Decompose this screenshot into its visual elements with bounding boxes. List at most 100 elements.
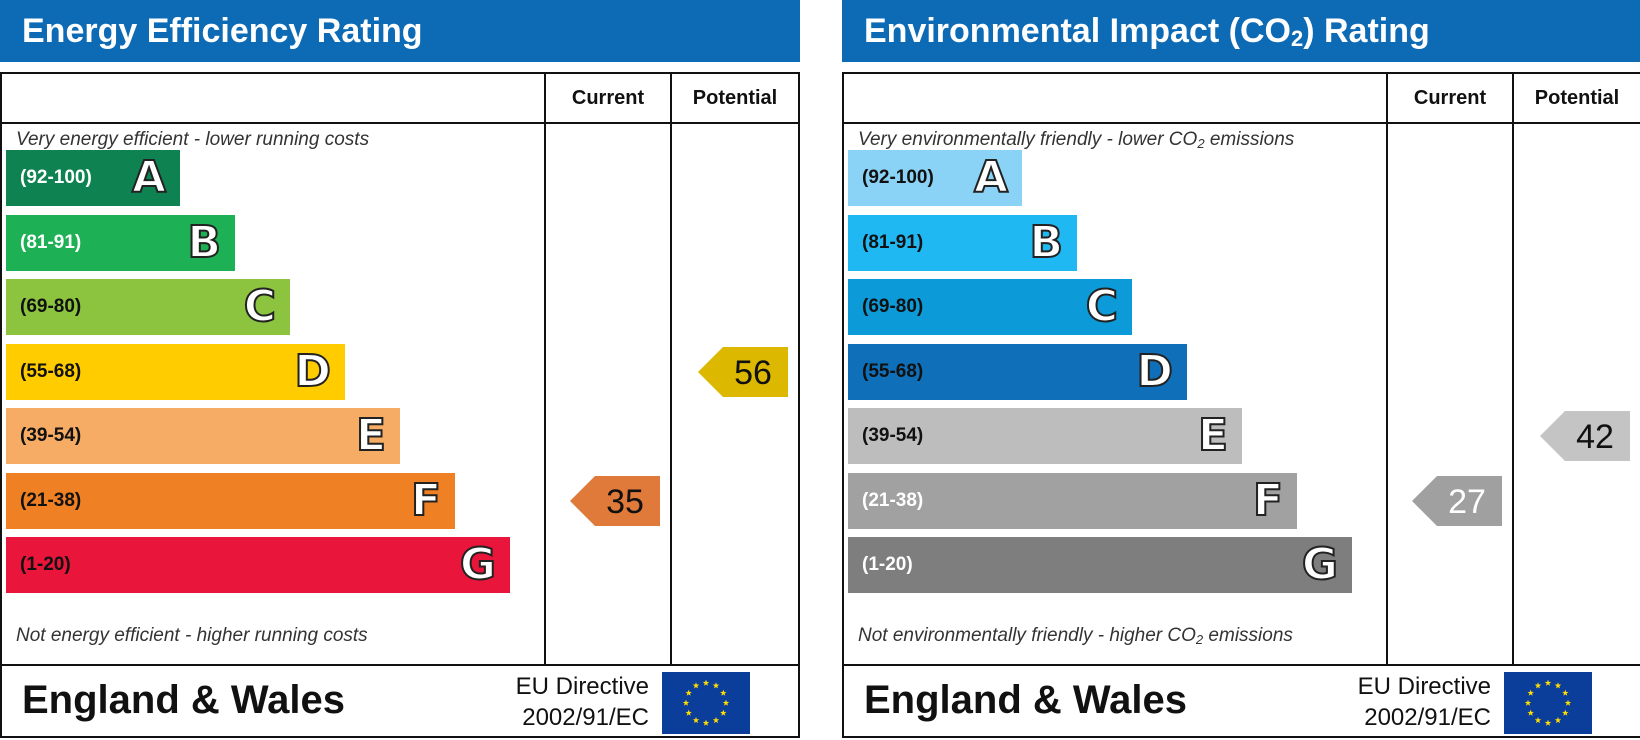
eu-directive: EU Directive 2002/91/EC xyxy=(499,671,649,733)
energy-efficiency-frame: Current Potential Very energy efficient … xyxy=(0,72,800,738)
band-a: (92-100) A xyxy=(848,150,1022,206)
star-icon xyxy=(702,679,710,686)
eu-directive-line2: 2002/91/EC xyxy=(1364,704,1491,731)
band-c: (69-80) C xyxy=(6,279,290,335)
star-icon xyxy=(692,682,700,689)
footer-divider xyxy=(2,664,798,666)
potential-arrow-shape xyxy=(1540,411,1630,461)
current-rating-arrow: 35 xyxy=(570,475,660,526)
band-d: (55-68) D xyxy=(6,343,345,400)
eu-directive-line1: EU Directive xyxy=(1357,673,1491,700)
potential-rating-value: 56 xyxy=(734,354,772,392)
band-range-label: (55-68) xyxy=(862,360,924,382)
star-icon xyxy=(1527,689,1534,696)
band-letter: B xyxy=(186,216,222,269)
band-letter: B xyxy=(1028,216,1064,269)
footer-region: England & Wales xyxy=(864,678,1188,722)
star-icon xyxy=(712,682,720,689)
band-b: (81-91) B xyxy=(848,214,1077,271)
potential-column-header: Potential xyxy=(1534,87,1620,109)
band-range-label: (92-100) xyxy=(20,167,92,188)
band-c: (69-80) C xyxy=(848,279,1132,335)
potential-rating-arrow: 56 xyxy=(698,346,788,397)
eu-flag-icon xyxy=(662,672,750,734)
band-e: (39-54) E xyxy=(848,408,1242,464)
header-divider xyxy=(2,122,798,124)
environmental-impact-frame: Current Potential Very environmentally f… xyxy=(842,72,1640,738)
band-range-label: (21-38) xyxy=(862,489,924,511)
current-arrow-shape xyxy=(570,475,660,526)
star-icon xyxy=(1524,699,1532,706)
top-caption: Very environmentally friendly - lower CO… xyxy=(858,129,1294,151)
current-rating-value: 27 xyxy=(1448,483,1486,521)
band-letter: F xyxy=(410,474,442,527)
bottom-caption-part-1: Not environmentally friendly - higher CO xyxy=(858,625,1196,646)
band-letter: E xyxy=(355,409,387,462)
current-column-divider xyxy=(544,74,546,666)
top-caption: Very energy efficient - lower running co… xyxy=(16,129,370,150)
star-icon xyxy=(1562,709,1569,716)
header-divider xyxy=(844,122,1640,124)
bottom-caption-part-3: emissions xyxy=(1203,625,1293,646)
band-range-label: (81-91) xyxy=(862,231,924,253)
potential-rating-arrow: 42 xyxy=(1540,411,1630,461)
band-range-label: (92-100) xyxy=(862,167,934,188)
star-icon xyxy=(720,709,727,716)
footer-region: England & Wales xyxy=(22,678,346,722)
band-letter: E xyxy=(1197,409,1229,462)
top-caption-subscript: 2 xyxy=(1197,136,1205,151)
band-letter: C xyxy=(1085,280,1119,333)
band-letter: G xyxy=(459,538,497,591)
current-column-header: Current xyxy=(1413,87,1487,109)
potential-arrow-shape xyxy=(698,346,788,397)
band-range-label: (21-38) xyxy=(20,489,82,511)
band-d: (55-68) D xyxy=(848,343,1187,400)
band-a: (92-100) A xyxy=(6,150,180,206)
energy-efficiency-panel: Energy Efficiency Rating Current Potenti… xyxy=(0,0,800,740)
current-arrow-shape xyxy=(1412,475,1502,526)
band-letter: A xyxy=(973,151,1009,204)
footer-divider xyxy=(844,664,1640,666)
band-range-label: (69-80) xyxy=(862,296,924,317)
star-icon xyxy=(682,699,690,706)
band-f: (21-38) F xyxy=(848,472,1297,529)
top-caption-part-3: emissions xyxy=(1204,129,1295,150)
bottom-caption: Not energy efficient - higher running co… xyxy=(16,625,368,646)
bottom-caption-subscript: 2 xyxy=(1195,632,1204,647)
star-icon xyxy=(1534,682,1542,689)
band-letter: G xyxy=(1301,538,1339,591)
band-range-label: (39-54) xyxy=(862,425,924,446)
star-icon xyxy=(685,689,692,696)
eu-directive-line2: 2002/91/EC xyxy=(522,704,649,731)
star-icon xyxy=(1527,709,1534,716)
star-icon xyxy=(1544,679,1552,686)
band-range-label: (69-80) xyxy=(20,296,82,317)
current-column-divider xyxy=(1386,74,1388,666)
current-rating-arrow: 27 xyxy=(1412,475,1502,526)
star-icon xyxy=(1544,719,1552,726)
star-icon xyxy=(712,716,720,724)
current-column-header: Current xyxy=(571,87,645,109)
environmental-impact-panel: Environmental Impact (CO2) Rating Curren… xyxy=(842,0,1640,740)
star-icon xyxy=(1564,699,1572,706)
star-icon xyxy=(685,709,692,716)
title-subscript: 2 xyxy=(1290,26,1304,51)
star-icon xyxy=(1554,716,1562,724)
band-g: (1-20) G xyxy=(848,537,1352,593)
eu-directive-line1: EU Directive xyxy=(515,673,649,700)
title-part-1: Environmental Impact (CO xyxy=(864,12,1291,50)
band-e: (39-54) E xyxy=(6,408,400,464)
star-icon xyxy=(722,699,730,706)
star-icon xyxy=(692,716,700,724)
band-range-label: (1-20) xyxy=(862,554,913,575)
potential-column-header: Potential xyxy=(692,87,778,109)
band-letter: F xyxy=(1252,474,1284,527)
band-f: (21-38) F xyxy=(6,472,455,529)
potential-column-divider xyxy=(670,74,672,666)
band-letter: C xyxy=(243,280,277,333)
current-rating-value: 35 xyxy=(606,483,644,521)
potential-column-divider xyxy=(1512,74,1514,666)
band-letter: D xyxy=(293,345,332,398)
star-icon xyxy=(1534,716,1542,724)
star-icon xyxy=(702,719,710,726)
